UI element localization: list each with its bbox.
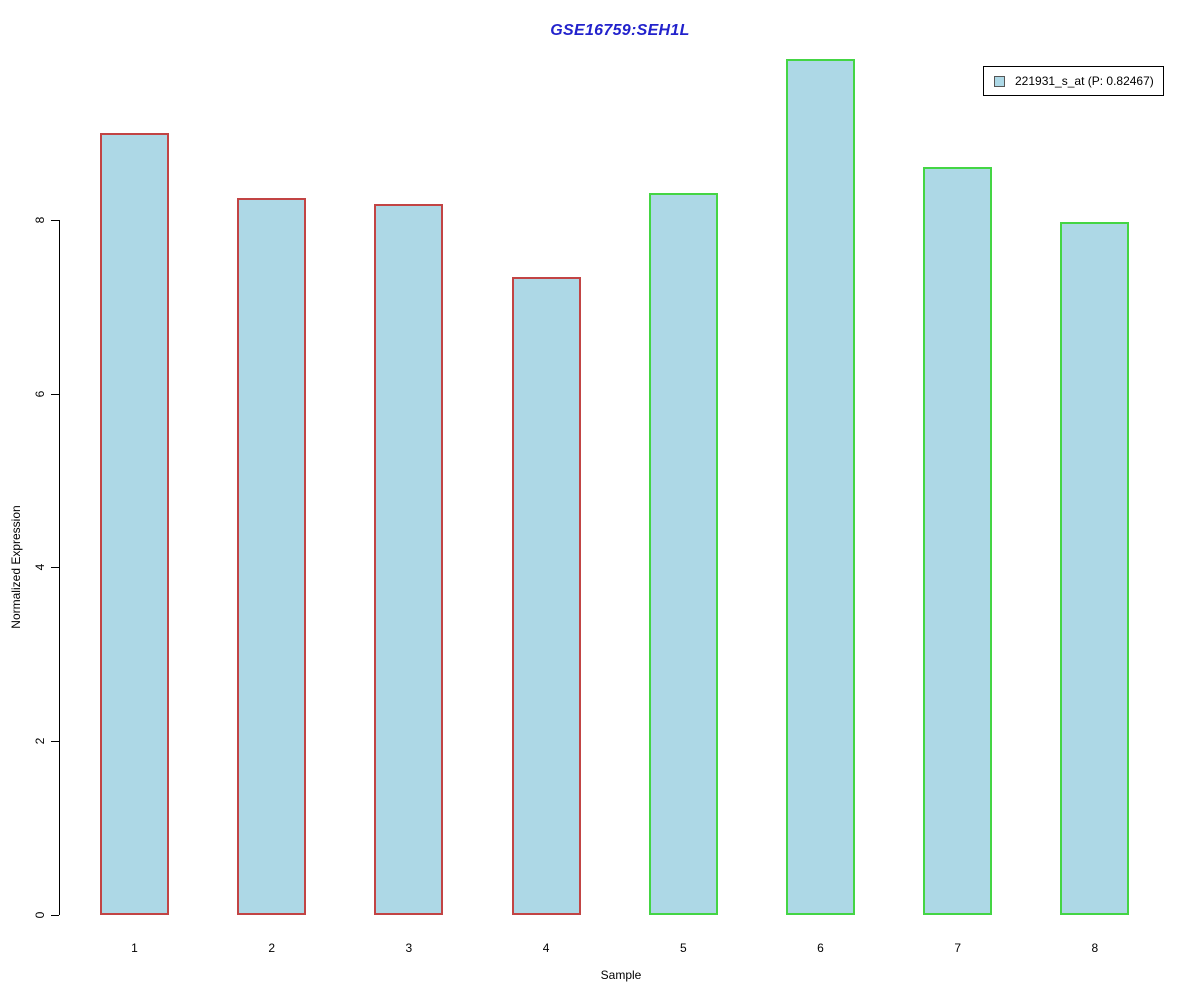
y-tick-label: 2 <box>33 737 47 745</box>
y-tick-label: 4 <box>33 564 47 571</box>
x-tick-label: 2 <box>268 941 276 955</box>
bar-sample-8 <box>1060 221 1130 915</box>
y-tick-label: 6 <box>33 390 47 397</box>
y-tick-mark <box>51 567 59 569</box>
x-tick-label: 6 <box>817 941 824 955</box>
x-tick-label: 7 <box>954 941 962 955</box>
x-tick-label: 5 <box>679 941 687 955</box>
bar-sample-2 <box>237 198 307 915</box>
y-tick-label: 8 <box>33 216 47 224</box>
bar-sample-3 <box>374 204 444 915</box>
x-axis-title: Sample <box>600 968 642 982</box>
y-tick-mark <box>51 741 59 743</box>
x-tick-label: 1 <box>131 941 138 955</box>
bar-sample-4 <box>511 277 581 915</box>
y-tick-mark <box>51 915 59 916</box>
y-axis-line <box>59 219 60 915</box>
chart-title: GSE16759:SEH1L <box>550 22 690 39</box>
bar-sample-7 <box>923 166 993 915</box>
y-axis-title: Normalized Expression <box>9 505 23 630</box>
legend-swatch-icon <box>994 75 1005 87</box>
bar-sample-6 <box>786 59 855 915</box>
legend-box: 221931_s_at (P: 0.82467) <box>983 66 1164 96</box>
x-tick-label: 8 <box>1091 941 1099 955</box>
x-tick-label: 3 <box>405 941 413 955</box>
x-tick-label: 4 <box>542 941 550 955</box>
y-tick-mark <box>51 393 59 395</box>
bar-sample-1 <box>100 132 169 915</box>
bar-sample-5 <box>648 192 718 915</box>
legend-label: 221931_s_at (P: 0.82467) <box>1015 74 1154 88</box>
y-tick-label: 0 <box>33 911 47 919</box>
y-tick-mark <box>51 219 59 221</box>
